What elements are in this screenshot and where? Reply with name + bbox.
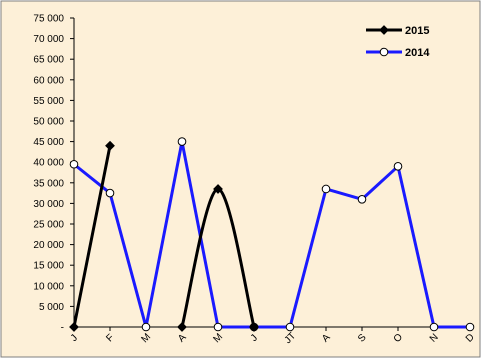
series-2014-point bbox=[141, 322, 151, 332]
series-2014-point bbox=[321, 184, 331, 194]
legend: 2015 2014 bbox=[366, 25, 430, 59]
y-tick-label: 10 000 bbox=[33, 281, 64, 292]
y-tick-label: 50 000 bbox=[33, 117, 64, 128]
series-2015-line bbox=[72, 144, 112, 329]
legend-2015-marker bbox=[379, 25, 389, 35]
series-2015-point bbox=[213, 184, 223, 194]
y-tick-label: 65 000 bbox=[33, 55, 64, 66]
series-2014-line bbox=[72, 140, 472, 329]
series-2015-point bbox=[177, 322, 187, 332]
legend-2014-marker bbox=[379, 47, 389, 57]
series-2014-point bbox=[465, 322, 475, 332]
series-2014-point bbox=[429, 322, 439, 332]
y-tick-label: 15 000 bbox=[33, 261, 64, 272]
x-tick-label: J bbox=[69, 333, 80, 344]
y-tick-label: 55 000 bbox=[33, 96, 64, 107]
series-2014-point bbox=[105, 188, 115, 198]
legend-2014-label: 2014 bbox=[405, 47, 430, 59]
series-2014-point bbox=[177, 137, 187, 146]
series-2015-point bbox=[69, 322, 79, 332]
y-tick-label: 60 000 bbox=[33, 75, 64, 86]
series-2015-group bbox=[69, 140, 259, 332]
x-tick-label: J bbox=[249, 333, 260, 344]
y-tick-label: 25 000 bbox=[33, 220, 64, 231]
y-axis: - 5 000 10 000 15 000 20 000 25 000 30 000 35 0… bbox=[33, 14, 75, 334]
y-tick-label: 20 000 bbox=[33, 240, 64, 251]
series-2014-point bbox=[357, 194, 367, 204]
series-2015-point bbox=[249, 322, 259, 332]
y-tick-label: 30 000 bbox=[33, 199, 64, 210]
y-tick-label: 5 000 bbox=[39, 302, 64, 313]
series-2014-point bbox=[213, 322, 223, 332]
y-tick-label: 45 000 bbox=[33, 137, 64, 148]
y-tick-label: 35 000 bbox=[33, 178, 64, 189]
series-2015-point bbox=[105, 140, 115, 151]
series-2014-point bbox=[69, 159, 79, 169]
y-tick-label: 75 000 bbox=[33, 14, 64, 25]
y-tick-label: 70 000 bbox=[33, 34, 64, 45]
y-tick-label: - bbox=[61, 323, 64, 334]
series-2014-point bbox=[393, 162, 403, 171]
series-2014-point bbox=[285, 322, 295, 332]
y-tick-label: 40 000 bbox=[33, 158, 64, 169]
legend-2015-label: 2015 bbox=[405, 25, 429, 37]
series-layer bbox=[69, 137, 475, 332]
